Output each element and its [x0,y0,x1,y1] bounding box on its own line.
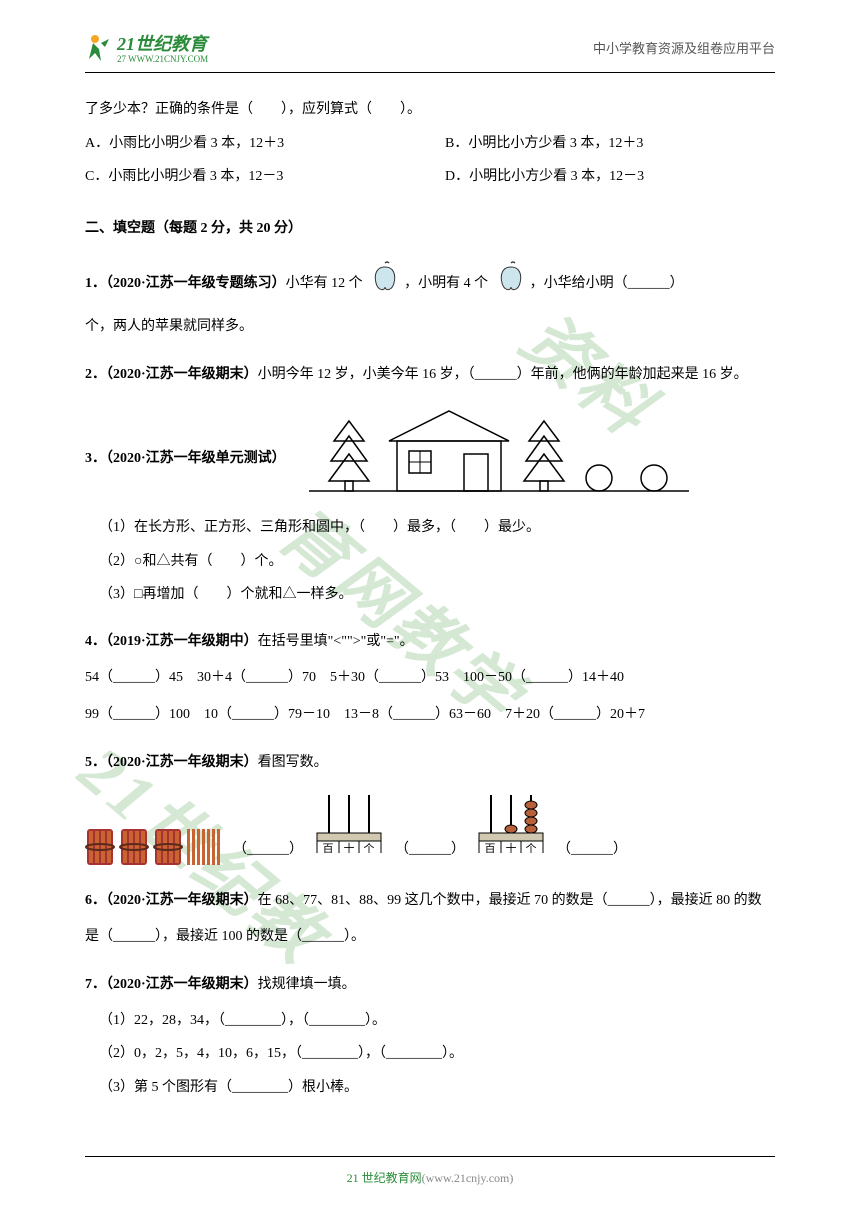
choice-d: D．小明比小方少看 3 本，12－3 [445,160,775,194]
q5-blank3: （______） [557,832,627,868]
choice-grid: A．小雨比小明少看 3 本，12＋3 B．小明比小方少看 3 本，12＋3 C．… [85,127,775,194]
abacus-1: 百 十 个 [311,789,387,868]
q7-sub3: （3）第 5 个图形有（________）根小棒。 [99,1071,775,1105]
footer-text: 21 世纪教育网 [347,1171,422,1185]
question-5: 5．（2020·江苏一年级期末）看图写数。 [85,745,775,869]
page-header: 21世纪教育 27 WWW.21CNJY.COM 中小学教育资源及组卷应用平台 [0,0,860,72]
svg-text:百: 百 [323,843,334,853]
house-diagram [309,406,689,511]
q3-sub3: （3）□再增加（ ）个就和△一样多。 [99,578,775,612]
q1-part2: ，小明有 4 个 [404,276,488,291]
q2-num: 2． [85,367,106,382]
q6-tag: （2020·江苏一年级期末） [106,893,258,908]
q7-num: 7． [85,977,106,992]
q5-num: 5． [85,755,106,770]
q2-text: 小明今年 12 岁，小美今年 16 岁，（______）年前，他俩的年龄加起来是… [258,367,748,382]
logo-text-block: 21世纪教育 27 WWW.21CNJY.COM [117,30,208,64]
question-6: 6．（2020·江苏一年级期末）在 68、77、81、88、99 这几个数中，最… [85,883,775,956]
logo: 21世纪教育 27 WWW.21CNJY.COM [85,30,208,64]
q6-num: 6． [85,893,106,908]
q5-blank1: （______） [233,832,303,868]
q5-figure-row: （______） 百 十 个 （______） [85,789,775,868]
q4-num: 4． [85,634,106,649]
q5-tag: （2020·江苏一年级期末） [106,755,258,770]
question-1: 1．（2020·江苏一年级专题练习）小华有 12 个 ，小明有 4 个 ，小华给… [85,259,775,345]
section-title: 二、填空题（每题 2 分，共 20 分） [85,212,775,246]
stick-bundles [85,821,225,869]
choice-c: C．小雨比小明少看 3 本，12－3 [85,160,415,194]
logo-text-en: 27 WWW.21CNJY.COM [117,54,208,64]
q7-tag: （2020·江苏一年级期末） [106,977,258,992]
q1-tag: （2020·江苏一年级专题练习） [106,276,286,291]
q7-sub1: （1）22，28，34，（________），（________）。 [99,1004,775,1038]
q4-row2: 99（______）100 10（______）79－10 13－8（_____… [85,697,775,733]
svg-text:百: 百 [485,843,496,853]
q4-tag: （2019·江苏一年级期中） [106,634,258,649]
q3-sub1: （1）在长方形、正方形、三角形和圆中，（ ）最多，（ ）最少。 [99,511,775,545]
q3-sub2: （2）○和△共有（ ）个。 [99,545,775,579]
svg-text:个: 个 [526,842,537,853]
page-footer: 21 世纪教育网(www.21cnjy.com) [0,1156,860,1186]
question-2: 2．（2020·江苏一年级期末）小明今年 12 岁，小美今年 16 岁，（___… [85,357,775,393]
q3-tag: （2020·江苏一年级单元测试） [106,450,286,465]
logo-icon [85,31,113,63]
svg-text:个: 个 [364,842,375,853]
q5-intro: 看图写数。 [258,755,328,770]
question-4: 4．（2019·江苏一年级期中）在括号里填"<"">"或"="。 54（____… [85,624,775,733]
q1-num: 1． [85,276,106,291]
q1-part3: ，小华给小明（______） [530,276,684,291]
q7-sub2: （2）0，2，5，4，10，6，15，（________），（________）… [99,1037,775,1071]
choice-b: B．小明比小方少看 3 本，12＋3 [445,127,775,161]
svg-text:十: 十 [344,841,355,853]
top-fragment-line: 了多少本？正确的条件是（ ），应列算式（ ）。 [85,93,775,127]
q4-row1: 54（______）45 30＋4（______）70 5＋30（______）… [85,660,775,696]
svg-text:十: 十 [506,841,517,853]
q2-tag: （2020·江苏一年级期末） [106,367,258,382]
content-area: 了多少本？正确的条件是（ ），应列算式（ ）。 A．小雨比小明少看 3 本，12… [0,73,860,1105]
abacus-2: 百 十 个 [473,789,549,868]
apple-icon [368,259,402,308]
q1-part1: 小华有 12 个 [286,276,363,291]
choice-a: A．小雨比小明少看 3 本，12＋3 [85,127,415,161]
logo-text-cn: 21世纪教育 [117,34,207,54]
q7-intro: 找规律填一填。 [258,977,356,992]
footer-divider [85,1156,775,1157]
apple-icon [494,259,528,308]
q4-intro: 在括号里填"<"">"或"="。 [258,634,414,649]
q1-line2: 个，两人的苹果就同样多。 [85,309,775,345]
question-3: 3．（2020·江苏一年级单元测试） [85,406,775,612]
header-right-text: 中小学教育资源及组卷应用平台 [593,38,775,57]
q3-num: 3． [85,450,106,465]
q5-blank2: （______） [395,832,465,868]
footer-url: (www.21cnjy.com) [422,1171,514,1185]
question-7: 7．（2020·江苏一年级期末）找规律填一填。 （1）22，28，34，（___… [85,967,775,1104]
